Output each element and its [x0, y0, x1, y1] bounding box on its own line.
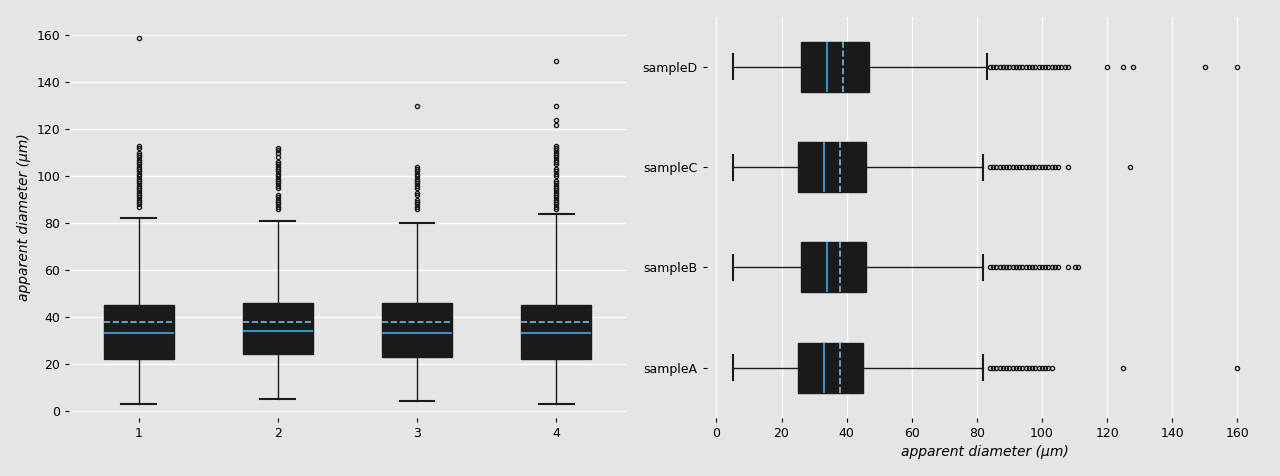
- PathPatch shape: [797, 343, 863, 393]
- PathPatch shape: [383, 303, 452, 357]
- PathPatch shape: [801, 242, 867, 292]
- PathPatch shape: [801, 42, 869, 92]
- PathPatch shape: [797, 142, 867, 192]
- PathPatch shape: [243, 303, 312, 355]
- PathPatch shape: [104, 305, 174, 359]
- PathPatch shape: [521, 305, 591, 359]
- Y-axis label: apparent diameter (μm): apparent diameter (μm): [17, 133, 31, 301]
- X-axis label: apparent diameter (μm): apparent diameter (μm): [901, 446, 1069, 459]
